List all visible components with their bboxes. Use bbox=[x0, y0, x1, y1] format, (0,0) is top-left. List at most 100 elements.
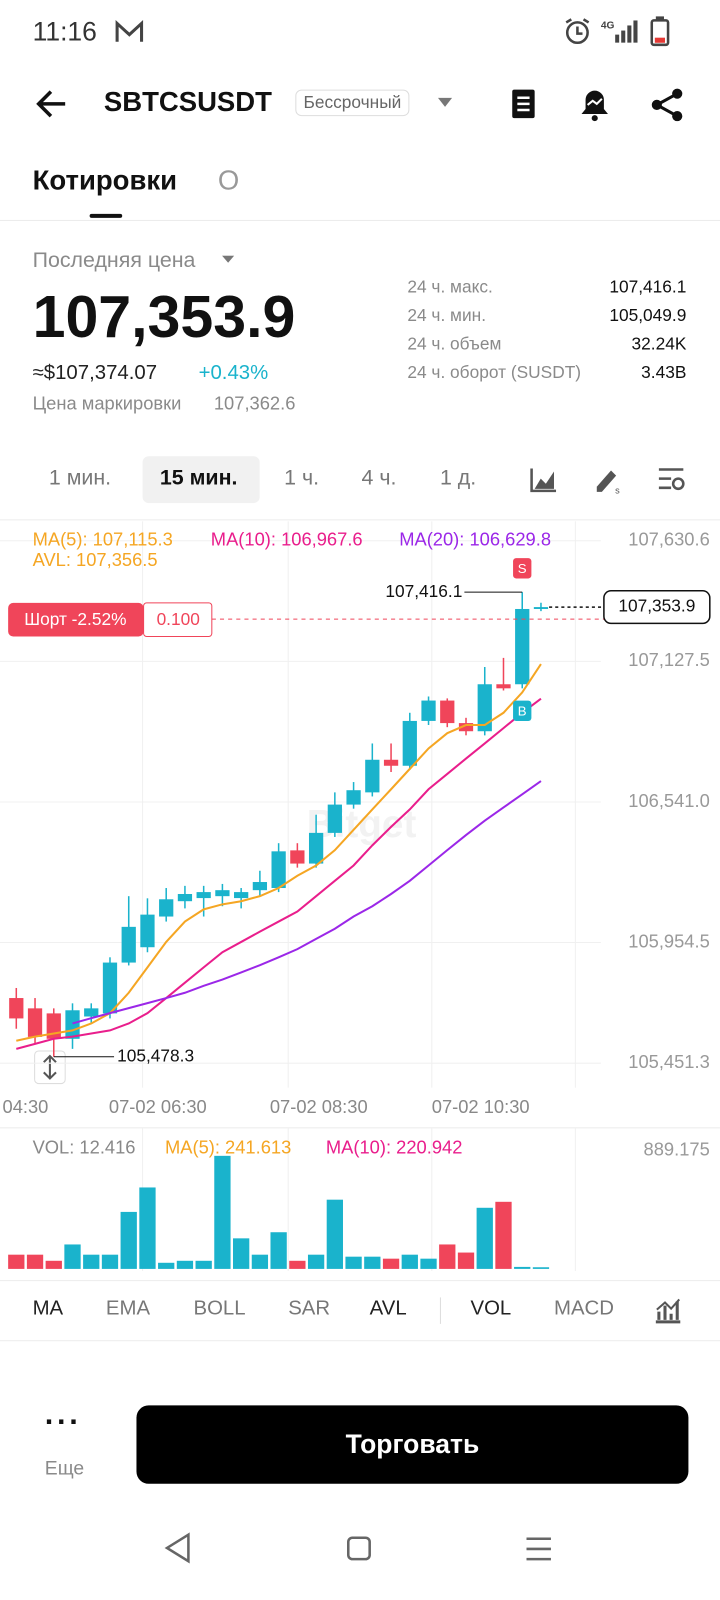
volume-bar bbox=[532, 1267, 550, 1269]
low-marker-label: 105,478.3 bbox=[117, 1045, 194, 1065]
volume-bar bbox=[439, 1244, 456, 1269]
candle-body bbox=[402, 720, 417, 766]
candle-body bbox=[327, 804, 342, 833]
candle-body bbox=[159, 899, 174, 917]
back-button[interactable] bbox=[35, 88, 70, 121]
battery-icon bbox=[650, 16, 670, 47]
candle-body bbox=[121, 926, 136, 963]
nav-back[interactable] bbox=[163, 1532, 194, 1565]
indicator[interactable]: EMA bbox=[105, 1297, 151, 1320]
volume-bar bbox=[158, 1262, 175, 1269]
interval[interactable]: 1 д. bbox=[439, 466, 477, 490]
interval-highlight bbox=[142, 456, 260, 504]
stat-label: 24 ч. мин. bbox=[407, 305, 487, 325]
interval[interactable]: 1 ч. bbox=[284, 466, 320, 490]
indicator[interactable]: SAR bbox=[288, 1297, 331, 1320]
sell-marker: S bbox=[518, 561, 527, 576]
draw-icon[interactable]: s bbox=[593, 464, 624, 495]
more-icon[interactable]: ··· bbox=[44, 1405, 82, 1439]
sell-marker-box bbox=[513, 558, 532, 579]
volume-bar bbox=[251, 1254, 269, 1269]
alert-icon[interactable] bbox=[577, 88, 612, 123]
candle-body bbox=[234, 892, 249, 899]
svg-text:s: s bbox=[615, 485, 620, 495]
orderbook-icon[interactable] bbox=[508, 88, 539, 121]
candle-body bbox=[365, 759, 380, 793]
stat-value: 107,416.1 bbox=[609, 276, 687, 297]
legend-item: MA(20): 106,629.8 bbox=[399, 529, 551, 550]
buy-marker-box bbox=[513, 700, 532, 722]
candle-body bbox=[440, 700, 455, 724]
volume-bar bbox=[195, 1260, 212, 1269]
candle-body bbox=[308, 832, 324, 864]
buy-marker: B bbox=[518, 703, 527, 718]
last-price: 107,353.9 bbox=[32, 284, 296, 351]
last-price-label[interactable]: Последняя цена bbox=[32, 248, 196, 272]
separator bbox=[439, 1297, 441, 1324]
volume-ma-legend: MA(10): 220.942 bbox=[326, 1137, 463, 1158]
volume-bar bbox=[83, 1254, 100, 1269]
indicator-settings-icon[interactable] bbox=[654, 1297, 683, 1324]
mail-icon bbox=[115, 19, 144, 42]
volume-bar bbox=[457, 1252, 475, 1269]
volume-bar bbox=[420, 1258, 437, 1269]
interval[interactable]: 15 мин. bbox=[159, 466, 238, 490]
legend-item: MA(10): 106,967.6 bbox=[211, 529, 363, 550]
position-side-box bbox=[8, 602, 144, 637]
volume-bar bbox=[26, 1254, 44, 1269]
volume-bar bbox=[214, 1155, 231, 1269]
ma-line bbox=[16, 697, 542, 1050]
mark-price: 107,362.6 bbox=[213, 393, 296, 414]
nav-menu[interactable] bbox=[524, 1536, 553, 1562]
tab-indicator bbox=[89, 213, 123, 218]
indicator[interactable]: VOL bbox=[470, 1297, 512, 1320]
candle-body bbox=[27, 1008, 43, 1037]
legend-item: MA(5): 107,115.3 bbox=[33, 529, 173, 550]
trade-button[interactable]: Торговать bbox=[136, 1405, 689, 1484]
time-label: 07-02 06:30 bbox=[109, 1096, 207, 1117]
volume-bar bbox=[289, 1260, 306, 1269]
time-label: 07-02 08:30 bbox=[270, 1096, 368, 1117]
candle-body bbox=[215, 890, 230, 897]
legend-item: AVL: 107,356.5 bbox=[33, 549, 158, 570]
volume-bar bbox=[307, 1254, 325, 1269]
signal-icon bbox=[615, 20, 638, 43]
candle-body bbox=[458, 723, 474, 732]
more-label[interactable]: Еще bbox=[44, 1458, 85, 1480]
status-time: 11:16 bbox=[32, 16, 97, 47]
settings-icon[interactable] bbox=[657, 466, 686, 492]
indicator[interactable]: AVL bbox=[369, 1297, 407, 1320]
nav-home[interactable] bbox=[346, 1536, 372, 1562]
candle-body bbox=[177, 894, 193, 902]
tab-quotes[interactable]: Котировки bbox=[32, 164, 178, 196]
zoom-button[interactable] bbox=[34, 1050, 66, 1085]
interval[interactable]: 1 мин. bbox=[48, 466, 112, 490]
divider bbox=[0, 1340, 720, 1342]
tab-about[interactable]: О bbox=[217, 164, 240, 196]
candle-body bbox=[515, 608, 530, 685]
price-dropdown[interactable] bbox=[222, 255, 235, 264]
volume-bar bbox=[176, 1260, 194, 1269]
y-tick-label: 105,954.5 bbox=[628, 930, 710, 951]
stat-value: 32.24K bbox=[631, 334, 687, 354]
interval[interactable]: 4 ч. bbox=[361, 466, 397, 490]
watermark: Bitget bbox=[307, 803, 417, 846]
contract-badge[interactable]: Бессрочный bbox=[295, 89, 410, 117]
volume-bar bbox=[345, 1256, 362, 1269]
volume-bar bbox=[495, 1201, 512, 1269]
high-marker-label: 107,416.1 bbox=[385, 581, 462, 601]
indicator[interactable]: BOLL bbox=[193, 1297, 246, 1320]
indicator[interactable]: MA bbox=[32, 1297, 64, 1320]
volume-bar bbox=[326, 1199, 343, 1269]
indicator[interactable]: MACD bbox=[553, 1297, 614, 1320]
divider bbox=[0, 219, 720, 221]
candle-body bbox=[346, 790, 361, 805]
share-icon[interactable] bbox=[650, 88, 685, 123]
y-tick-label: 105,451.3 bbox=[628, 1051, 710, 1072]
symbol-dropdown[interactable] bbox=[437, 97, 453, 108]
divider bbox=[0, 1280, 720, 1282]
stat-label: 24 ч. макс. bbox=[407, 276, 493, 297]
chart-type-icon[interactable] bbox=[530, 466, 559, 493]
